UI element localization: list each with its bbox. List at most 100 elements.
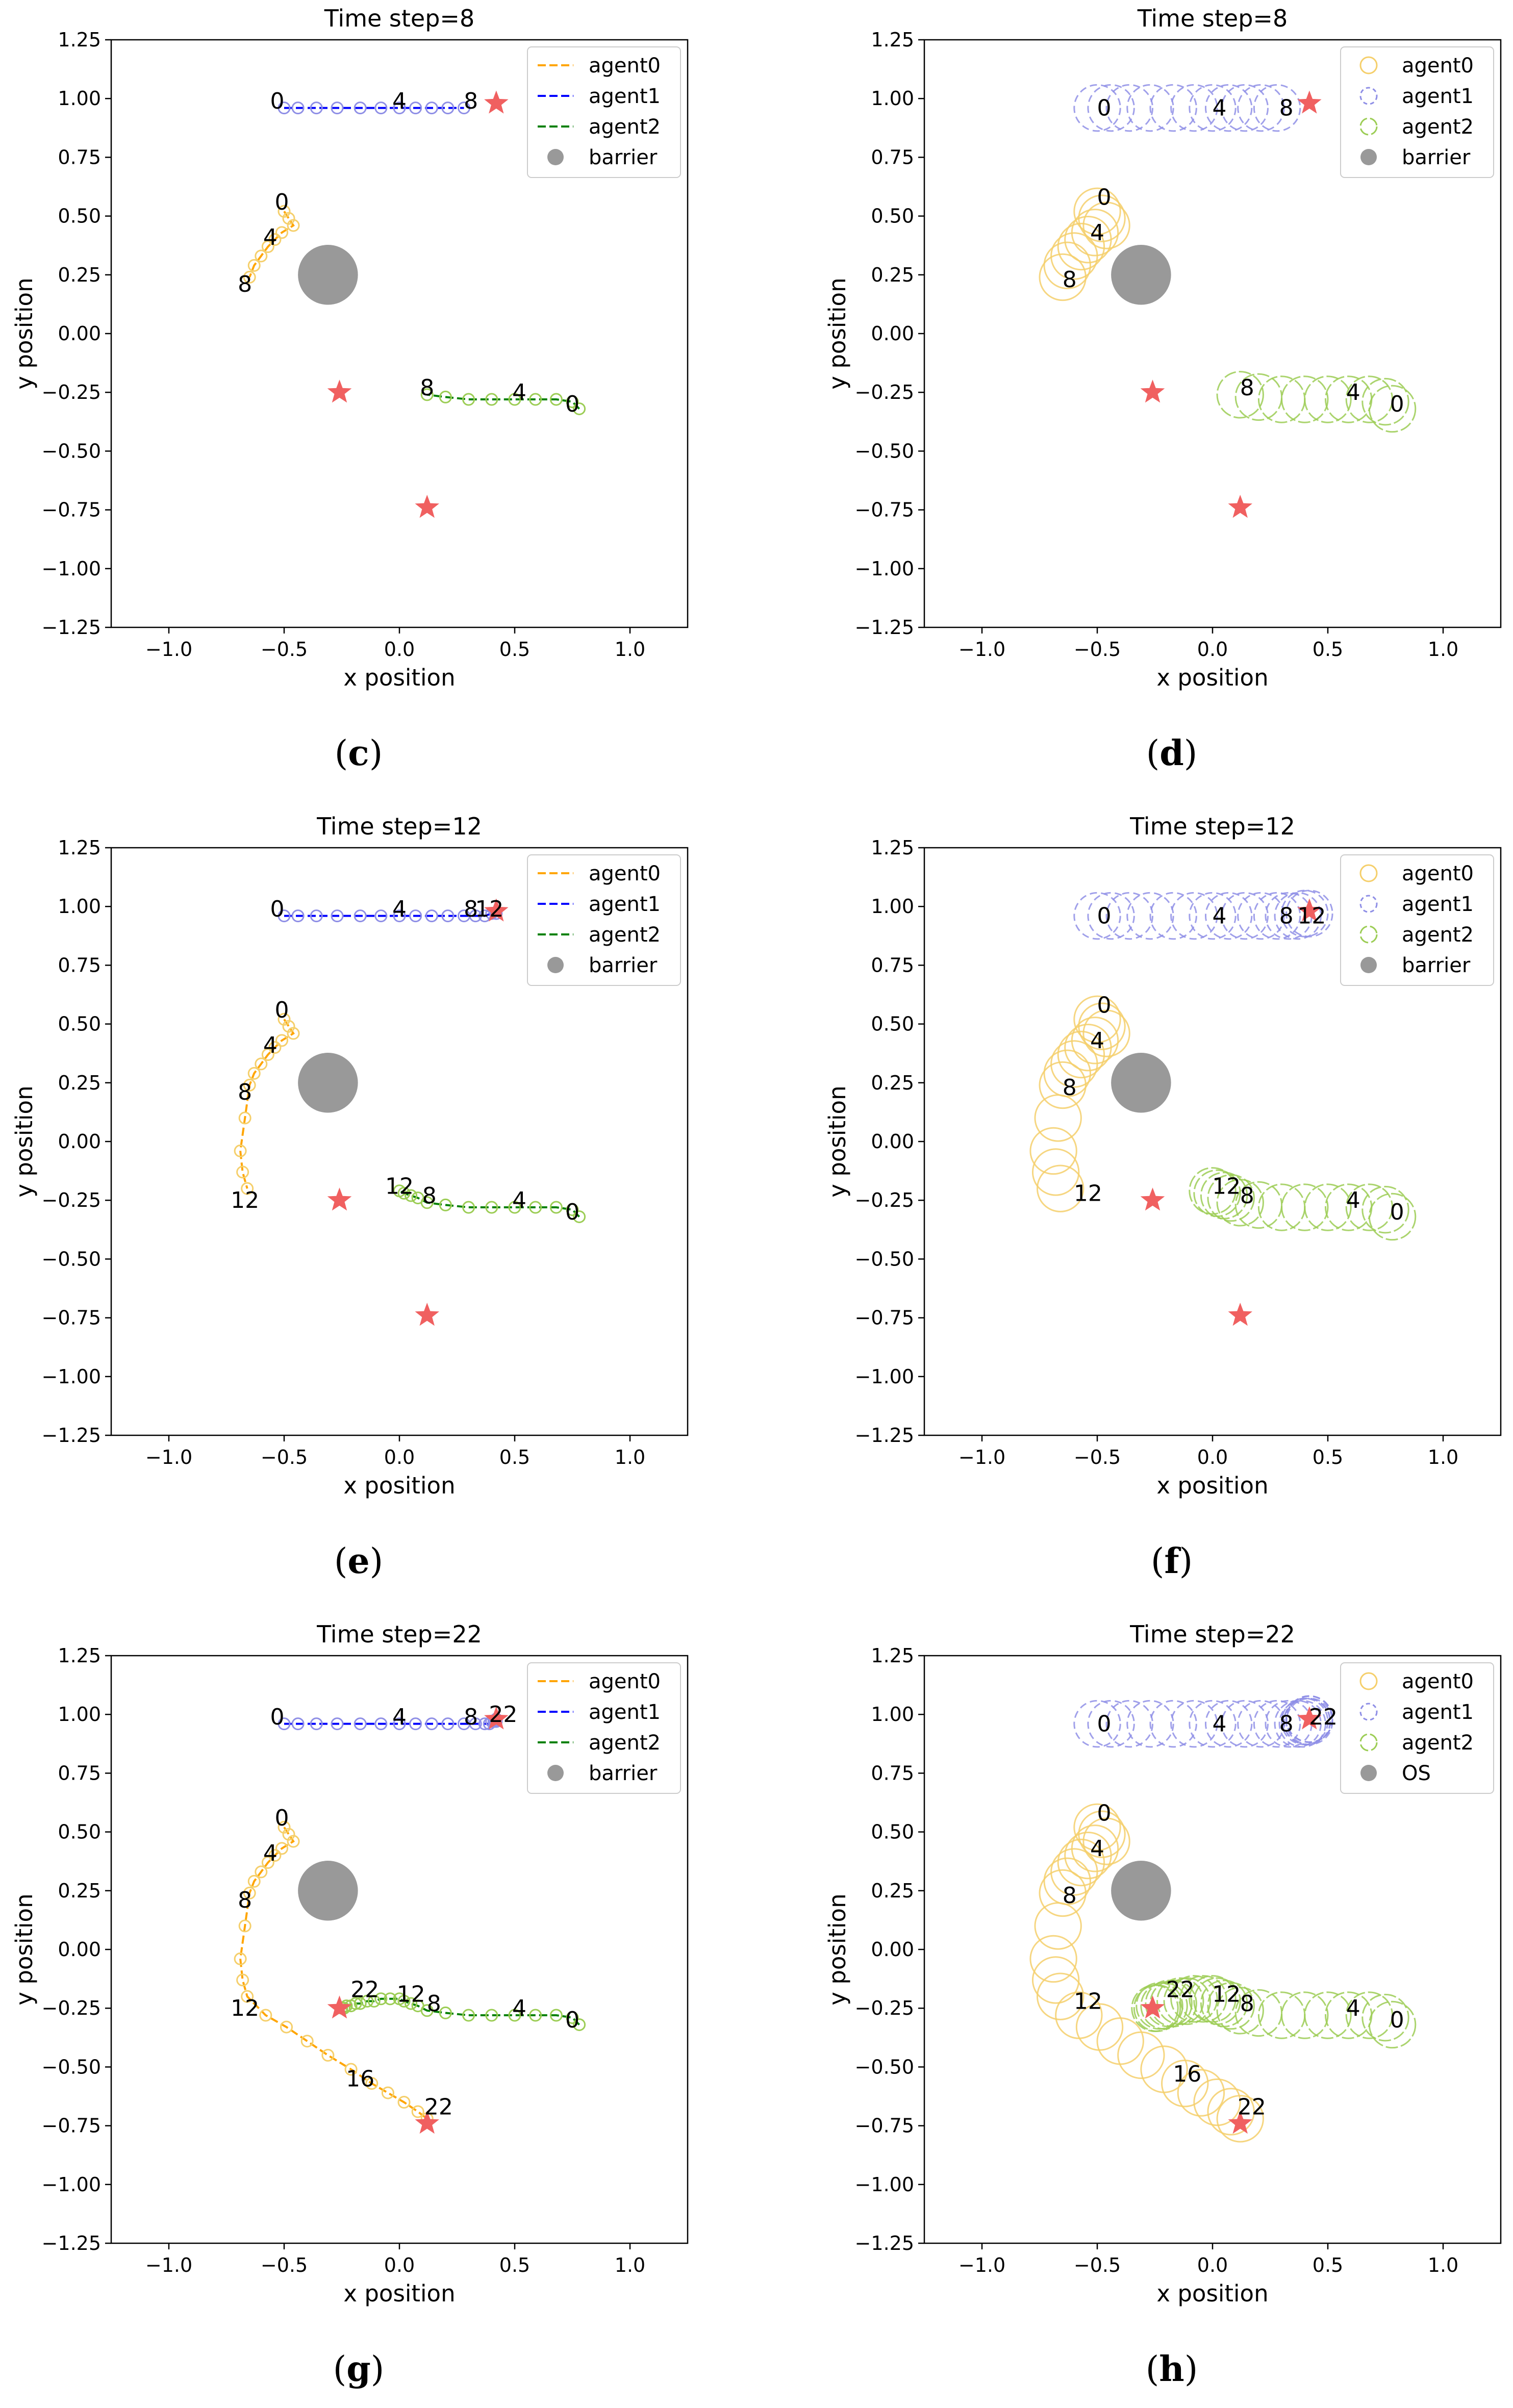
agent2-point [393,1992,406,2006]
agent2-footprint [1324,1183,1373,1231]
agent2-footprint [1361,1993,1409,2042]
agent0-point [241,1182,254,1195]
agent1-point [354,102,367,115]
caption-close-paren: ) [1184,733,1198,774]
agent2-footprint [1234,1989,1283,2037]
step-annotation: 8 [1240,1991,1254,2017]
caption-open-paren: ( [1146,2349,1159,2390]
agent1-point [409,909,422,923]
agent0-point [261,1856,274,1869]
chart-title: Time step=22 [1129,1620,1295,1648]
agent2-point [573,2018,586,2031]
step-annotation: 0 [1097,1711,1112,1737]
agent0-point [411,2105,424,2118]
agent0-footprint [1073,187,1121,236]
y-tick-label: 0.75 [871,1762,914,1784]
agent0-footprint [1036,1164,1085,1212]
panel-caption: (g) [333,2349,385,2390]
caption-open-paren: ( [335,733,348,774]
legend-label: barrier [589,1762,658,1785]
agent2-footprint [1361,1185,1409,1234]
series-agent2 [1131,1975,1417,2049]
legend-barrier-swatch [547,149,564,165]
agent1-footprint [1087,84,1135,132]
goal-star-icon [327,1995,352,2019]
agent1-point [393,909,406,923]
y-tick-label: 1.25 [871,1644,914,1667]
agent0-point [268,233,282,246]
agent0-point [275,1842,288,1855]
barrier-obstacle [1111,1861,1171,1921]
step-annotation: 0 [1097,1801,1112,1827]
step-annotation: 4 [392,88,407,114]
step-annotation: 0 [1097,185,1112,211]
y-tick-label: −1.00 [42,1365,101,1388]
agent1-point [310,1717,323,1731]
agent0-footprint [1082,201,1130,249]
panel-caption: (d) [1146,733,1198,774]
step-annotation: 8 [1240,1183,1254,1209]
agent1-footprint [1126,892,1174,940]
y-tick-label: −1.00 [855,557,914,580]
step-annotation: 8 [1279,1711,1294,1737]
y-tick-label: 0.25 [58,1880,101,1902]
x-tick-label: 0.5 [499,2254,530,2276]
step-annotation: 8 [427,1991,441,2017]
goal-star-icon [1297,1706,1322,1730]
x-tick-label: 0.5 [499,638,530,661]
agent0-footprint [1064,1023,1112,1072]
agent1-footprint [1189,892,1237,940]
agent1-point [278,102,291,115]
x-tick-label: −0.5 [261,2254,308,2276]
chart-title: Time step=12 [1129,813,1295,840]
y-tick-label: −1.25 [42,2232,101,2254]
agent1-footprint [1087,892,1135,940]
agent1-footprint [1073,892,1121,940]
x-tick-label: 1.0 [615,2254,645,2276]
agent0-point [255,249,268,263]
agent1-footprint [1105,84,1153,132]
agent2-footprint [1193,1977,1241,2025]
y-tick-label: −0.75 [855,499,914,521]
step-annotation: 0 [1097,903,1112,929]
step-annotation: 0 [270,896,284,922]
panel-caption: (e) [334,1541,383,1582]
agent0-footprint [1034,1902,1082,1950]
x-tick-label: −0.5 [261,1446,308,1468]
step-annotation: 4 [263,224,278,250]
agent1-trajectory-line [284,1719,497,1725]
agent0-point [287,1835,300,1848]
agent0-point [255,1865,268,1879]
series-agent0 [1029,1803,1264,2143]
step-annotation: 22 [350,1976,379,2003]
agent1-footprint [1204,892,1253,940]
y-tick-label: −1.00 [855,2173,914,2196]
y-tick-label: 0.00 [58,1938,101,1961]
y-tick-label: −0.75 [855,1307,914,1329]
goal-star-icon [1228,1303,1252,1326]
y-tick-label: 1.25 [871,837,914,859]
step-annotation: 0 [274,997,289,1023]
step-annotation: 12 [475,896,503,922]
caption-close-paren: ) [369,733,383,774]
agent2-point [439,1198,452,1211]
y-tick-label: 1.00 [871,87,914,110]
step-annotation: 0 [274,1805,289,1831]
y-tick-label: −1.25 [855,2232,914,2254]
agent0-footprint [1207,2088,1255,2136]
agent2-footprint [1163,1977,1211,2025]
agent2-point [573,402,586,415]
agent2-footprint [1324,375,1373,423]
legend: agent0 agent1 agent2 barrier [1340,46,1494,178]
agent1-point [291,909,305,923]
caption-letter: g [346,2349,371,2390]
step-annotation: 12 [231,1995,259,2021]
chart-title: Time step=22 [316,1620,482,1648]
agent0-footprint [1064,1831,1112,1880]
series-agent0 [243,205,300,284]
legend-barrier-swatch [547,957,564,973]
agent0-footprint [1034,1094,1082,1142]
step-annotation: 12 [385,1174,414,1200]
agent2-point [529,2009,542,2022]
agent2-point [566,2011,579,2024]
